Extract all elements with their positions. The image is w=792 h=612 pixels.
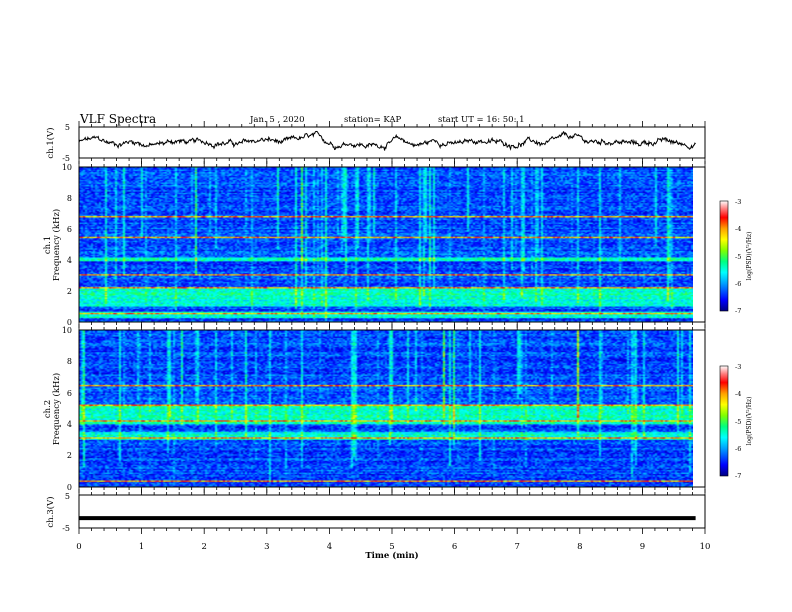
ytick-label: -5 bbox=[62, 154, 70, 163]
ch3-waveform-ytick-labels: 5 -5 bbox=[62, 492, 70, 533]
colorbar-label: log(PSD)(V²/Hz) bbox=[746, 232, 753, 281]
colorbar-tick-label: -6 bbox=[735, 445, 741, 453]
ch2-spectrogram bbox=[78, 329, 706, 488]
xtick-label: 3 bbox=[264, 542, 269, 552]
ch2-colorbar: -3 -4 -5 -6 -7 log(PSD)(V²/Hz) bbox=[719, 363, 753, 480]
ch1-waveform-trace bbox=[78, 130, 696, 151]
colorbar-tick-label: -6 bbox=[735, 280, 741, 288]
colorbar-gradient bbox=[719, 200, 729, 312]
ch2-spectrogram-ytick-labels: 0 2 4 6 8 10 bbox=[62, 326, 72, 492]
ch1-spectrogram-ytick-labels: 0 2 4 6 8 10 bbox=[62, 163, 72, 327]
xtick-label: 7 bbox=[514, 542, 519, 552]
colorbar-tick-label: -7 bbox=[735, 472, 741, 480]
ytick-label: 2 bbox=[67, 451, 72, 460]
xtick-label: 0 bbox=[76, 542, 81, 552]
ytick-label: 4 bbox=[67, 256, 72, 265]
date-label: Jan. 5 , 2020 bbox=[249, 115, 305, 125]
ch2-spectrogram-ylabel: Frequency (kHz) bbox=[51, 373, 62, 445]
ch1-waveform-ylabel: ch.1(V) bbox=[45, 127, 56, 158]
ytick-label: 6 bbox=[67, 389, 72, 398]
ch1-spectrogram bbox=[78, 166, 706, 323]
start-time-label: start UT = 16: 50: 1 bbox=[438, 115, 525, 125]
colorbar-gradient bbox=[719, 365, 729, 477]
station-label: station= KAP bbox=[344, 115, 402, 125]
ytick-label: -5 bbox=[62, 524, 70, 533]
colorbar-tick-label: -3 bbox=[735, 198, 741, 206]
ytick-label: 4 bbox=[67, 420, 72, 429]
ch3-waveform-frame bbox=[78, 494, 706, 529]
xtick-label: 6 bbox=[452, 542, 457, 552]
ch1-spectrogram-channel-label: ch.1 bbox=[43, 236, 53, 254]
ch2-spectrogram-image bbox=[79, 330, 693, 487]
ytick-label: 8 bbox=[67, 194, 72, 203]
x-tick-labels: 0 1 2 3 4 5 6 7 8 9 10 bbox=[76, 542, 710, 552]
xtick-label: 1 bbox=[139, 542, 144, 552]
ytick-label: 6 bbox=[67, 225, 72, 234]
ch2-spectrogram-channel-label: ch.2 bbox=[43, 400, 53, 418]
axis-ticks bbox=[78, 121, 706, 534]
xtick-label: 2 bbox=[201, 542, 206, 552]
ytick-label: 8 bbox=[67, 357, 72, 366]
colorbar-tick-label: -3 bbox=[735, 363, 741, 371]
xtick-label: 9 bbox=[640, 542, 645, 552]
ch1-colorbar: -3 -4 -5 -6 -7 log(PSD)(V²/Hz) bbox=[719, 198, 753, 315]
xtick-label: 8 bbox=[577, 542, 582, 552]
ytick-label: 5 bbox=[65, 492, 70, 501]
ch1-spectrogram-image bbox=[79, 167, 693, 322]
xtick-label: 4 bbox=[327, 542, 332, 552]
ch1-spectrogram-ylabel: Frequency (kHz) bbox=[51, 209, 62, 281]
ch1-waveform-ytick-labels: 5 -5 bbox=[62, 123, 70, 163]
colorbar-tick-label: -5 bbox=[735, 418, 741, 426]
ytick-label: 2 bbox=[67, 287, 72, 296]
colorbar-tick-label: -4 bbox=[735, 390, 741, 398]
x-axis-label: Time (min) bbox=[365, 550, 418, 561]
xtick-label: 10 bbox=[700, 542, 711, 552]
xtick-label: 5 bbox=[389, 542, 394, 552]
ytick-label: 5 bbox=[65, 123, 70, 132]
colorbar-tick-label: -7 bbox=[735, 307, 741, 315]
colorbar-tick-label: -5 bbox=[735, 253, 741, 261]
colorbar-tick-label: -4 bbox=[735, 225, 741, 233]
ytick-label: 10 bbox=[62, 326, 72, 335]
ytick-label: 0 bbox=[67, 318, 72, 327]
colorbar-label: log(PSD)(V²/Hz) bbox=[746, 397, 753, 446]
figure-title: VLF Spectra bbox=[79, 112, 156, 126]
ytick-label: 0 bbox=[67, 483, 72, 492]
ch3-waveform-ylabel: ch.3(V) bbox=[45, 496, 56, 527]
ytick-label: 10 bbox=[62, 163, 72, 172]
